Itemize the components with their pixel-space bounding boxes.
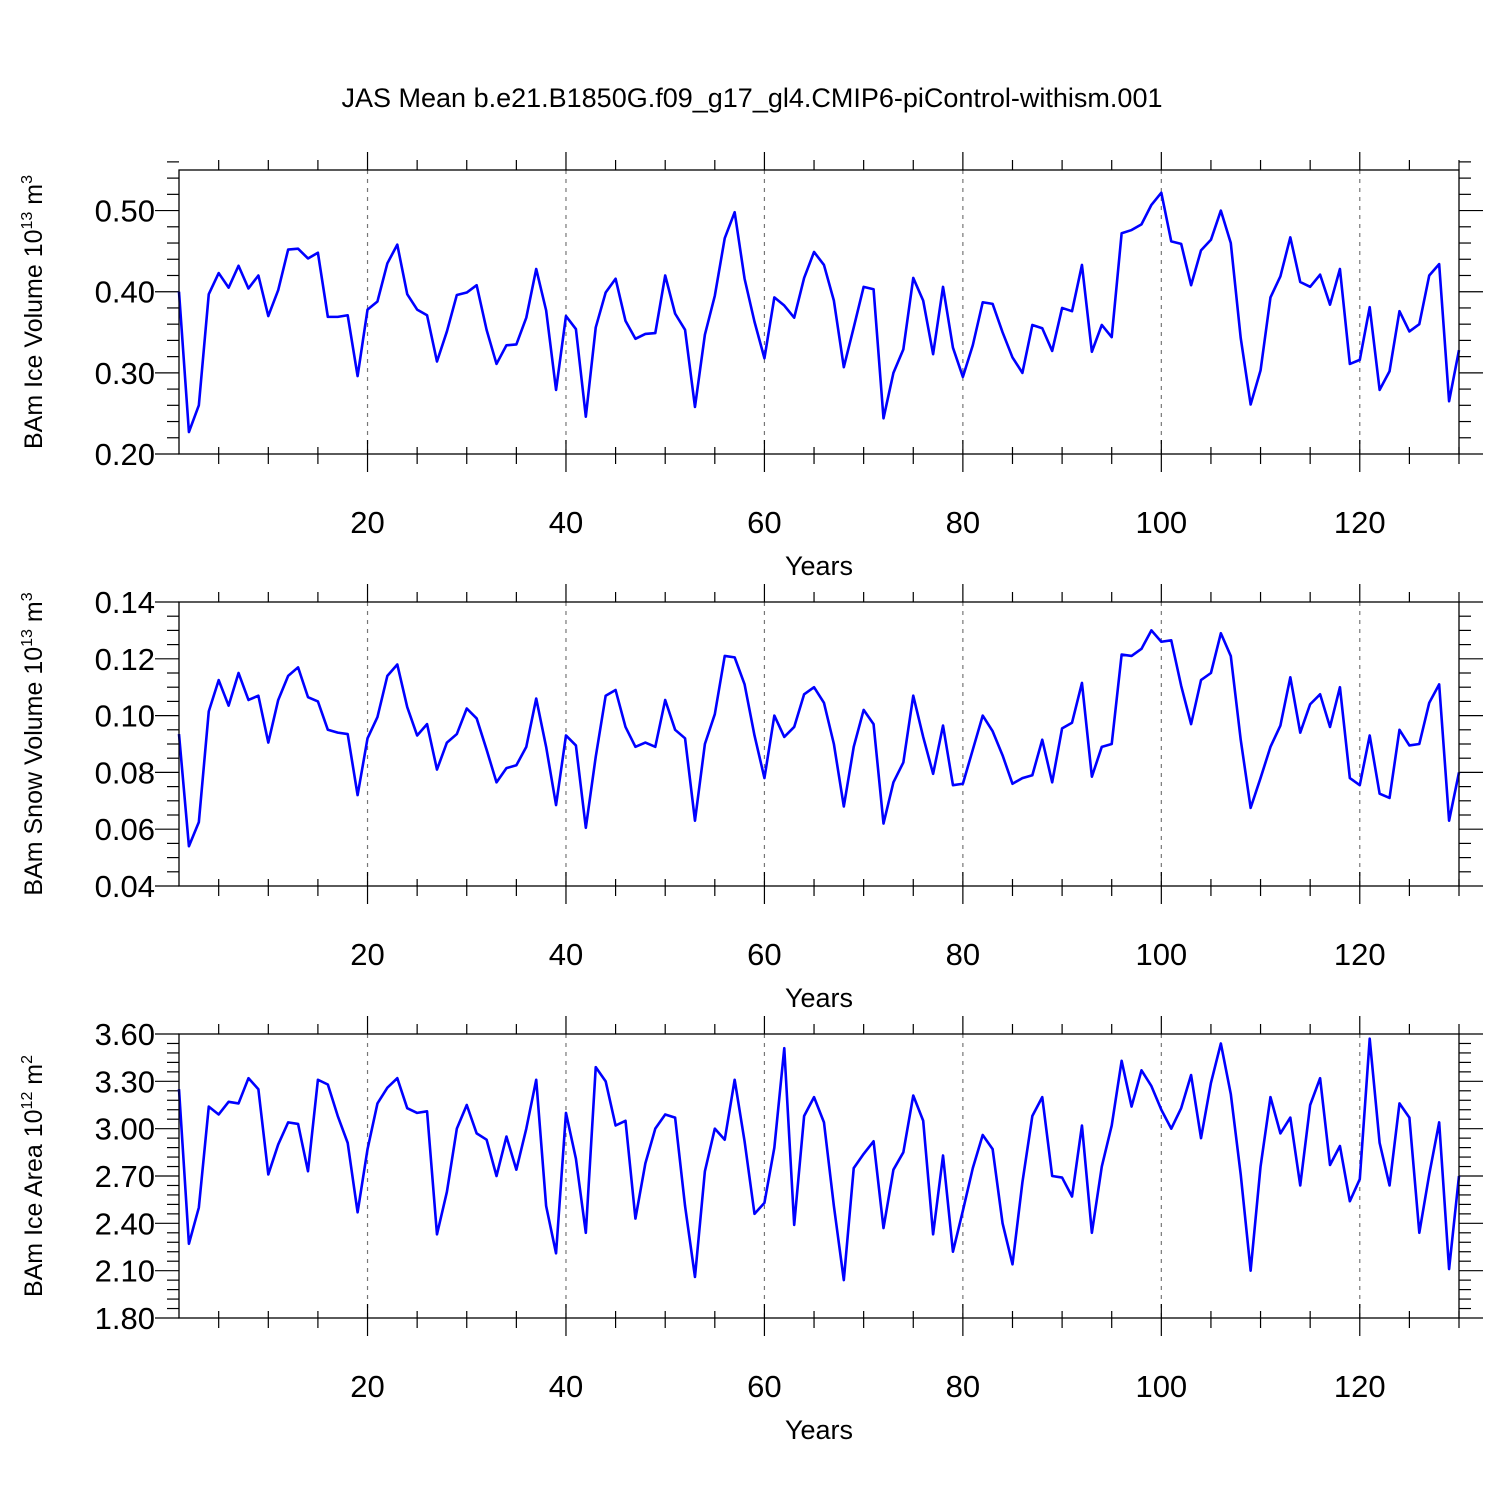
x-axis-label: Years xyxy=(785,1415,853,1445)
series-line xyxy=(177,191,1461,434)
x-tick-label: 100 xyxy=(1135,505,1187,540)
y-tick-label: 0.08 xyxy=(95,755,155,790)
y-tick-label: 0.14 xyxy=(95,585,155,620)
y-tick-label: 0.20 xyxy=(95,437,155,472)
series-line xyxy=(177,1037,1461,1282)
x-tick-label: 100 xyxy=(1135,1369,1187,1404)
y-tick-label: 2.70 xyxy=(95,1159,155,1194)
y-tick-label: 0.50 xyxy=(95,194,155,229)
y-tick-label: 3.30 xyxy=(95,1064,155,1099)
x-tick-label: 120 xyxy=(1334,505,1386,540)
x-tick-label: 100 xyxy=(1135,937,1187,972)
snow-volume-panel: 20 40 60 80 100 120 0.04 0.06 0.08 0.10 0.12 0.14 Ye… xyxy=(19,584,1483,1013)
y-tick-label: 0.10 xyxy=(95,699,155,734)
plot-frame xyxy=(178,601,1460,887)
series-line xyxy=(177,629,1461,848)
y-axis-label: BAm Ice Area 1012 m2 xyxy=(19,1055,48,1297)
x-tick-label: 120 xyxy=(1334,937,1386,972)
x-tick-label: 40 xyxy=(549,1369,583,1404)
y-tick-label: 1.80 xyxy=(95,1301,155,1336)
y-tick-label: 2.10 xyxy=(95,1254,155,1289)
ice-volume-panel: 20 40 60 80 100 120 0.20 0.30 0.40 0.50 Years BAm I… xyxy=(19,152,1483,581)
y-tick-label: 0.40 xyxy=(95,275,155,310)
y-tick-label: 0.04 xyxy=(95,869,155,904)
y-tick-label: 0.06 xyxy=(95,812,155,847)
plot-frame xyxy=(178,169,1460,455)
x-tick-label: 120 xyxy=(1334,1369,1386,1404)
x-tick-label: 60 xyxy=(747,505,781,540)
x-tick-label: 20 xyxy=(350,505,384,540)
x-tick-label: 60 xyxy=(747,1369,781,1404)
x-tick-label: 20 xyxy=(350,1369,384,1404)
y-tick-label: 0.30 xyxy=(95,356,155,391)
y-axis-label: BAm Snow Volume 1013 m3 xyxy=(19,592,48,895)
y-tick-label: 3.00 xyxy=(95,1112,155,1147)
y-tick-label: 2.40 xyxy=(95,1206,155,1241)
x-tick-label: 60 xyxy=(747,937,781,972)
x-axis-label: Years xyxy=(785,983,853,1013)
x-tick-label: 80 xyxy=(946,1369,980,1404)
y-tick-label: 3.60 xyxy=(95,1017,155,1052)
x-tick-label: 80 xyxy=(946,505,980,540)
ice-area-panel: 20 40 60 80 100 120 1.80 2.10 2.40 2.70 3.00 3.30 3.… xyxy=(19,1016,1483,1445)
y-tick-label: 0.12 xyxy=(95,642,155,677)
y-axis-label: BAm Ice Volume 1013 m3 xyxy=(19,175,48,449)
x-tick-label: 40 xyxy=(549,937,583,972)
figure-title: JAS Mean b.e21.B1850G.f09_g17_gl4.CMIP6-… xyxy=(342,83,1163,113)
x-axis-label: Years xyxy=(785,551,853,581)
x-tick-label: 80 xyxy=(946,937,980,972)
plot-frame xyxy=(178,1033,1460,1319)
x-tick-label: 40 xyxy=(549,505,583,540)
x-tick-label: 20 xyxy=(350,937,384,972)
